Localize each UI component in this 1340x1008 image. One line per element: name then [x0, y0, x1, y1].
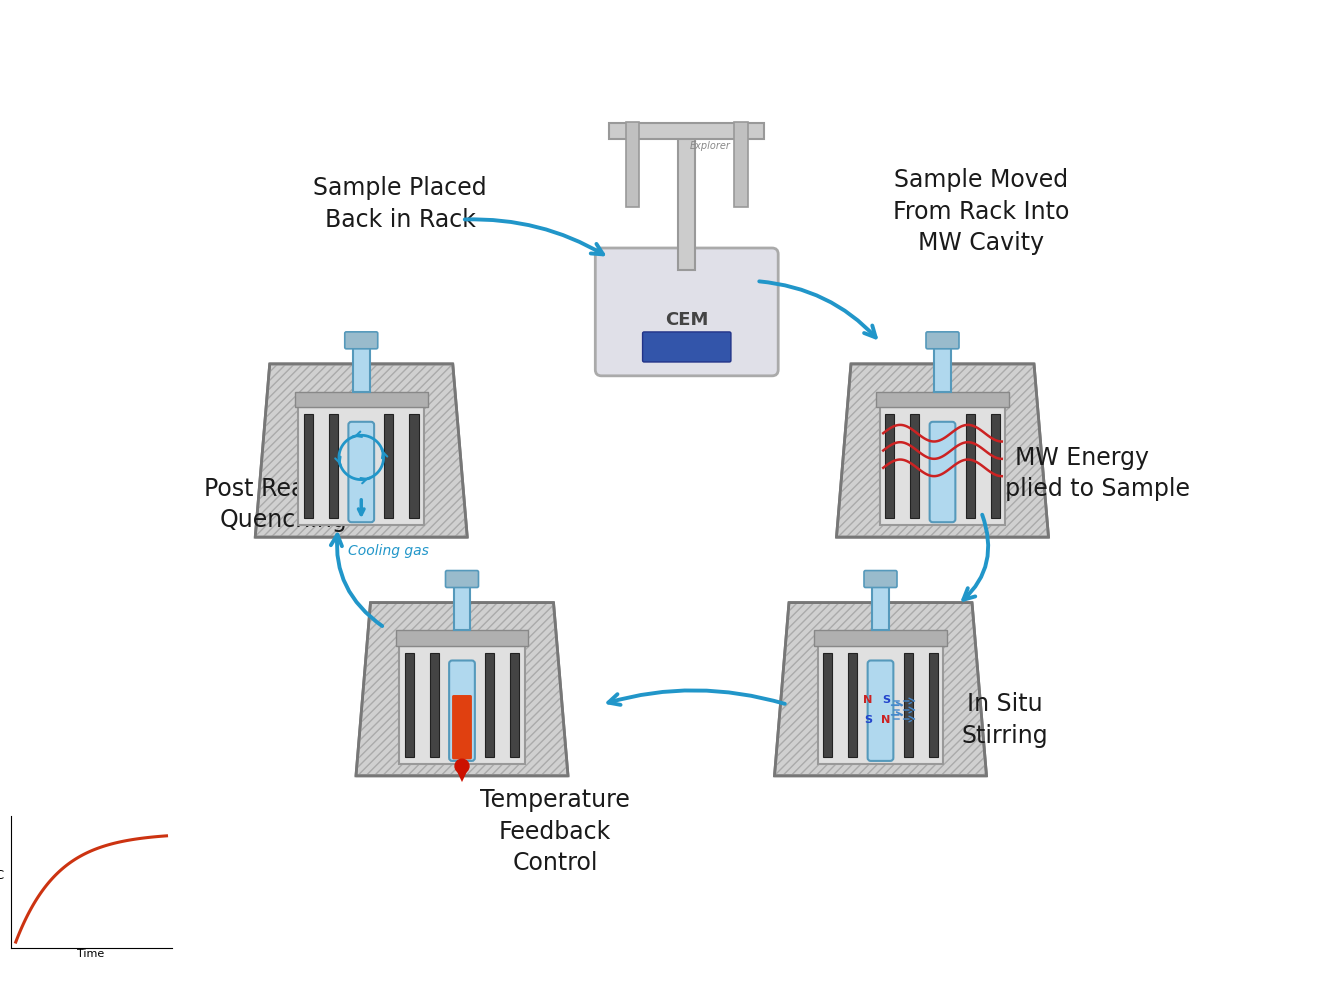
FancyBboxPatch shape [344, 332, 378, 349]
Polygon shape [836, 364, 1048, 537]
FancyBboxPatch shape [867, 660, 894, 761]
Text: In Situ
Stirring: In Situ Stirring [961, 692, 1048, 748]
Text: Cooling gas: Cooling gas [348, 543, 429, 557]
Bar [454, 582, 470, 630]
X-axis label: Time: Time [78, 949, 105, 959]
FancyBboxPatch shape [452, 696, 472, 759]
Bar [734, 123, 748, 208]
Text: N: N [882, 716, 891, 726]
FancyBboxPatch shape [595, 248, 779, 376]
Text: Sample Moved
From Rack Into
MW Cavity: Sample Moved From Rack Into MW Cavity [892, 168, 1069, 255]
Bar [295, 392, 427, 407]
Bar [876, 392, 1009, 407]
Text: S: S [882, 695, 890, 705]
FancyBboxPatch shape [930, 421, 955, 522]
Text: Post Reaction
Quenching: Post Reaction Quenching [204, 477, 363, 532]
Polygon shape [356, 603, 568, 776]
FancyBboxPatch shape [926, 332, 959, 349]
Bar [304, 414, 314, 518]
Bar [966, 414, 974, 518]
Bar [929, 653, 938, 757]
Bar [817, 646, 943, 764]
FancyBboxPatch shape [348, 421, 374, 522]
Bar [299, 407, 423, 525]
FancyBboxPatch shape [449, 660, 474, 761]
FancyBboxPatch shape [445, 571, 478, 588]
Bar [352, 343, 370, 392]
Bar [934, 343, 951, 392]
Bar [626, 123, 639, 208]
Bar [678, 131, 695, 269]
Bar [395, 630, 528, 646]
Text: MW Energy
Applied to Sample: MW Energy Applied to Sample [974, 446, 1190, 501]
Bar [485, 653, 494, 757]
Bar [910, 414, 919, 518]
Text: Explorer: Explorer [690, 141, 730, 151]
FancyBboxPatch shape [864, 571, 896, 588]
Bar [385, 414, 394, 518]
FancyBboxPatch shape [643, 332, 730, 362]
Y-axis label: °C: °C [0, 869, 4, 882]
Bar [886, 414, 894, 518]
Bar [903, 653, 913, 757]
Bar [405, 653, 414, 757]
Bar [410, 414, 418, 518]
Text: CEM: CEM [665, 310, 709, 329]
Text: Sample Placed
Back in Rack: Sample Placed Back in Rack [314, 176, 486, 232]
Bar [399, 646, 525, 764]
Text: N: N [863, 695, 872, 705]
Bar [430, 653, 440, 757]
Bar [872, 582, 888, 630]
Text: Temperature
Feedback
Control: Temperature Feedback Control [480, 788, 630, 875]
Text: S: S [864, 716, 872, 726]
Bar [610, 123, 764, 139]
Polygon shape [775, 603, 986, 776]
Bar [815, 630, 947, 646]
Circle shape [456, 759, 469, 773]
Polygon shape [255, 364, 468, 537]
Bar [330, 414, 338, 518]
Bar [880, 407, 1005, 525]
Bar [848, 653, 858, 757]
Bar [511, 653, 520, 757]
Bar [990, 414, 1000, 518]
Polygon shape [457, 770, 468, 782]
Bar [823, 653, 832, 757]
